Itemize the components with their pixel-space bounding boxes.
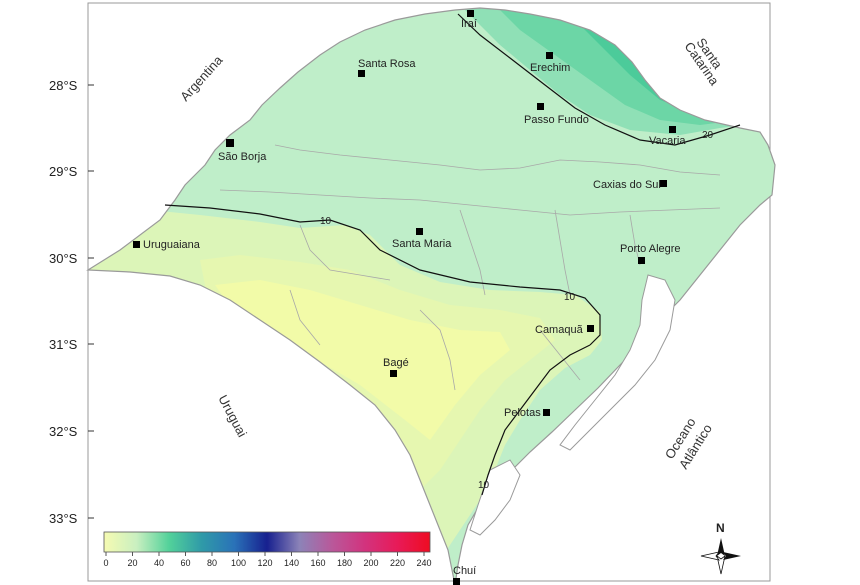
region-borders [219, 144, 721, 391]
legend-tick-label: 100 [231, 558, 246, 568]
lat-label-31: 31°S [49, 337, 78, 352]
legend-tick-label: 200 [363, 558, 378, 568]
legend-ticks: 0 20 40 60 80 100 120 140 160 180 200 220 240 [103, 552, 432, 568]
legend-tick-label: 60 [180, 558, 190, 568]
city-label-passo-fundo: Passo Fundo [524, 114, 589, 126]
lat-label-32: 32°S [49, 424, 78, 439]
city-marker-chui [453, 578, 460, 585]
legend-tick-label: 140 [284, 558, 299, 568]
city-marker-porto-alegre [638, 257, 645, 264]
legend-bar [103, 531, 431, 553]
city-label-bage: Bagé [383, 357, 409, 369]
city-label-uruguaiana: Uruguaiana [143, 239, 201, 251]
legend-tick-label: 220 [390, 558, 405, 568]
city-label-sao-borja: São Borja [218, 151, 267, 163]
state-outline [86, 7, 776, 585]
city-label-vacaria: Vacaria [649, 135, 686, 147]
city-label-irai: Iraí [461, 18, 477, 30]
city-label-chui: Chuí [453, 565, 476, 577]
city-marker-bage [390, 370, 397, 377]
city-marker-sao-borja [226, 139, 234, 147]
isoline-label-20: 20 [702, 130, 714, 141]
city-marker-santa-maria [416, 228, 423, 235]
lat-label-29: 29°S [49, 164, 78, 179]
city-marker-uruguaiana [133, 241, 140, 248]
legend-tick-label: 20 [127, 558, 137, 568]
isoline-10-north [164, 204, 601, 346]
lat-label-30: 30°S [49, 251, 78, 266]
legend-tick-label: 240 [416, 558, 431, 568]
city-marker-santa-rosa [358, 70, 365, 77]
isoline-10-south [481, 344, 591, 496]
legend-tick-label: 40 [154, 558, 164, 568]
isoline-label-10-b: 10 [564, 292, 576, 303]
city-marker-vacaria [669, 126, 676, 133]
lagoa-mirim [469, 459, 521, 536]
city-label-erechim: Erechim [530, 62, 570, 74]
isoline-label-10-c: 10 [478, 480, 490, 491]
legend: 0 20 40 60 80 100 120 140 160 180 200 220 240 [103, 531, 432, 568]
legend-tick-label: 80 [207, 558, 217, 568]
legend-tick-label: 180 [337, 558, 352, 568]
lat-label-28: 28°S [49, 78, 78, 93]
city-label-porto-alegre: Porto Alegre [620, 243, 681, 255]
north-arrow: N [700, 521, 741, 575]
city-marker-irai [467, 10, 474, 17]
city-markers [133, 10, 676, 585]
latitude-axis: 28°S 29°S 30°S 31°S 32°S 33°S [49, 78, 94, 526]
compass-w [700, 551, 720, 561]
north-label: N [716, 521, 725, 535]
compass-e [723, 552, 741, 560]
city-label-santa-rosa: Santa Rosa [358, 58, 416, 70]
isolines [164, 13, 741, 496]
city-label-pelotas: Pelotas [504, 407, 541, 419]
legend-tick-label: 0 [103, 558, 108, 568]
lagoa-dos-patos [559, 274, 676, 451]
lat-label-33: 33°S [49, 511, 78, 526]
city-marker-erechim [546, 52, 553, 59]
compass-n [717, 538, 725, 556]
isoline-label-10-a: 10 [320, 216, 332, 227]
city-label-santa-maria: Santa Maria [392, 238, 452, 250]
city-marker-passo-fundo [537, 103, 544, 110]
isoline-20 [457, 13, 741, 146]
compass-s [716, 555, 726, 575]
legend-tick-label: 120 [257, 558, 272, 568]
city-label-caxias: Caxias do Sul [593, 179, 661, 191]
city-marker-camaqua [587, 325, 594, 332]
legend-tick-label: 160 [310, 558, 325, 568]
city-label-camaqua: Camaquã [535, 324, 584, 336]
city-marker-pelotas [543, 409, 550, 416]
city-marker-caxias [660, 180, 667, 187]
